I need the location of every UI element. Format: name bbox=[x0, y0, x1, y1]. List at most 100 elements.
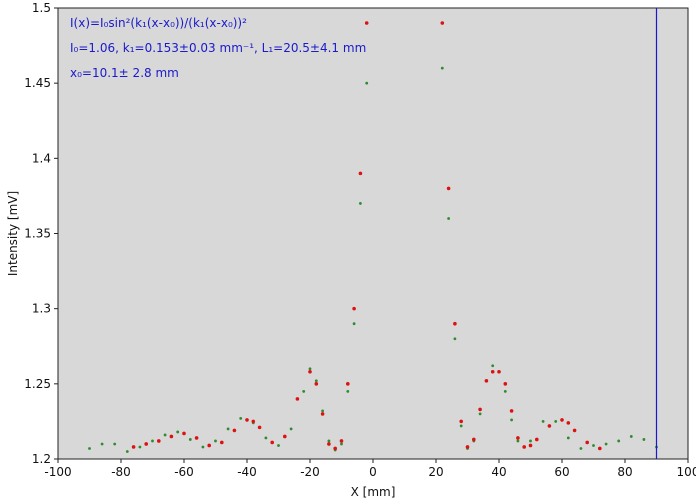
data-point bbox=[144, 442, 148, 446]
x-tick-label: 40 bbox=[491, 465, 506, 479]
y-axis: 1.2 1.25 1.3 1.35 1.4 1.45 1.5 bbox=[24, 1, 58, 466]
series-0 bbox=[88, 66, 658, 453]
data-point bbox=[277, 444, 280, 447]
data-point bbox=[220, 440, 224, 445]
data-point bbox=[321, 409, 324, 413]
fit-annotation: I(x)=I₀sin²(k₁(x-x₀))/(k₁(x-x₀))² bbox=[70, 16, 247, 30]
y-tick-label: 1.5 bbox=[32, 1, 51, 15]
data-point bbox=[176, 430, 180, 434]
data-point bbox=[169, 434, 174, 439]
x-axis-label: X [mm] bbox=[351, 485, 396, 499]
data-point bbox=[88, 447, 91, 450]
series-1 bbox=[131, 21, 602, 451]
data-point bbox=[547, 424, 552, 428]
annotations: I(x)=I₀sin²(k₁(x-x₀))/(k₁(x-x₀))² I₀=1.06… bbox=[70, 16, 366, 80]
data-point bbox=[440, 21, 445, 25]
data-point bbox=[346, 389, 350, 393]
x-tick-label: 0 bbox=[369, 465, 377, 479]
data-point bbox=[516, 436, 520, 440]
data-point bbox=[232, 428, 237, 433]
data-point bbox=[529, 439, 532, 443]
data-point bbox=[346, 382, 350, 386]
data-point bbox=[270, 440, 275, 445]
data-point bbox=[522, 445, 526, 449]
data-point bbox=[503, 382, 508, 386]
data-point bbox=[308, 367, 312, 371]
data-point bbox=[447, 217, 450, 220]
data-point bbox=[440, 66, 444, 70]
data-point bbox=[509, 409, 514, 413]
data-point bbox=[182, 431, 186, 436]
data-point bbox=[314, 382, 319, 386]
y-tick-label: 1.4 bbox=[32, 151, 51, 165]
data-point bbox=[491, 364, 495, 368]
data-point bbox=[226, 427, 230, 431]
data-point bbox=[560, 418, 564, 422]
y-tick-label: 1.35 bbox=[24, 227, 51, 241]
data-point bbox=[572, 428, 577, 433]
x-tick-label: -20 bbox=[300, 465, 320, 479]
data-point bbox=[617, 439, 621, 443]
data-point bbox=[365, 81, 369, 85]
data-point bbox=[465, 445, 470, 449]
plot-area bbox=[57, 7, 689, 460]
data-point bbox=[541, 420, 545, 423]
data-point bbox=[642, 438, 646, 441]
data-point bbox=[484, 379, 489, 383]
data-point bbox=[585, 440, 589, 445]
data-point bbox=[340, 442, 343, 446]
data-point bbox=[289, 427, 293, 431]
data-point bbox=[214, 439, 217, 443]
data-point bbox=[245, 418, 249, 422]
x-tick-label: 100 bbox=[677, 465, 696, 479]
data-point bbox=[201, 445, 205, 449]
data-point bbox=[459, 424, 463, 428]
data-point bbox=[302, 389, 306, 393]
data-point bbox=[352, 306, 356, 311]
data-point bbox=[554, 420, 558, 423]
series-layer bbox=[88, 21, 658, 453]
data-point bbox=[459, 419, 464, 424]
data-point bbox=[163, 433, 167, 437]
data-point bbox=[100, 442, 104, 446]
data-point bbox=[598, 446, 602, 451]
data-point bbox=[314, 379, 318, 383]
data-point bbox=[566, 436, 570, 440]
x-tick-label: 80 bbox=[617, 465, 632, 479]
data-point bbox=[579, 447, 583, 450]
data-point bbox=[157, 439, 161, 443]
x-axis: -100 -80 -60 -40 -20 0 20 40 60 80 100 bbox=[44, 459, 696, 479]
data-point bbox=[339, 439, 344, 443]
data-point bbox=[125, 450, 129, 453]
data-point bbox=[308, 370, 312, 374]
x-tick-label: 60 bbox=[554, 465, 569, 479]
data-point bbox=[333, 446, 338, 451]
data-point bbox=[516, 439, 520, 443]
data-point bbox=[604, 442, 608, 446]
x-tick-label: -60 bbox=[174, 465, 194, 479]
data-point bbox=[497, 370, 501, 374]
data-point bbox=[478, 407, 482, 412]
data-point bbox=[510, 418, 513, 422]
y-axis-label: Intensity [mV] bbox=[6, 191, 20, 276]
data-point bbox=[320, 412, 325, 416]
y-tick-label: 1.25 bbox=[24, 377, 51, 391]
data-point bbox=[327, 442, 331, 446]
x-tick-label: 20 bbox=[428, 465, 443, 479]
data-point bbox=[446, 186, 451, 191]
data-point bbox=[592, 444, 595, 447]
data-point bbox=[283, 434, 287, 439]
y-tick-label: 1.2 bbox=[32, 452, 51, 466]
data-point bbox=[453, 337, 457, 341]
data-point bbox=[138, 445, 142, 449]
data-point bbox=[113, 442, 117, 446]
data-point bbox=[453, 321, 457, 326]
y-tick-label: 1.45 bbox=[24, 76, 51, 90]
x-tick-label: -40 bbox=[237, 465, 257, 479]
data-point bbox=[364, 21, 369, 25]
data-point bbox=[528, 443, 533, 448]
fit-annotation: x₀=10.1± 2.8 mm bbox=[70, 66, 179, 80]
data-point bbox=[490, 370, 495, 374]
data-point bbox=[194, 436, 199, 440]
